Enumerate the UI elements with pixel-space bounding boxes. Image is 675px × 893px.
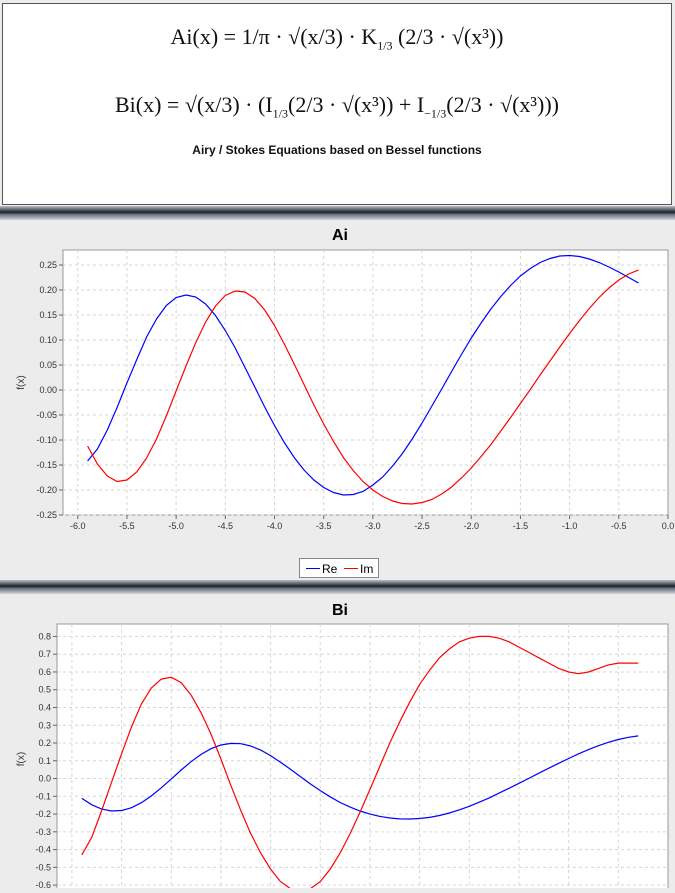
ai-x-tick-label: -6.0 [70, 521, 86, 531]
ai-chart-panel: Ai -6.0 -5.5 -5.0 -4.5 -4.0 -3.5 -3.0 -2.5 -2.0 -1… [0, 219, 675, 581]
bi-y-tick-label: -0.3 [35, 827, 51, 837]
ai-y-tick-label: 0.20 [39, 285, 57, 295]
ai-x-tick-label: -3.0 [365, 521, 381, 531]
ai-x-tick-label: 0.0 [662, 521, 675, 531]
ai-y-tick-label: -0.05 [36, 410, 57, 420]
legend-im-swatch [344, 568, 358, 569]
legend-re-label: Re [322, 562, 338, 576]
ai-x-tick-label: -4.0 [267, 521, 283, 531]
bi-y-tick-label: 0.6 [38, 667, 51, 677]
bi-y-tick-label: 0.3 [38, 720, 51, 730]
ai-y-tick-label: 0.25 [39, 260, 57, 270]
ai-series-im-line [87, 269, 639, 505]
legend-im-label: Im [360, 562, 374, 576]
ai-x-tick-label: -5.0 [168, 521, 184, 531]
ai-legend: Re Im [299, 558, 379, 578]
ai-y-tick-label: 0.10 [39, 335, 57, 345]
ai-y-tick-label: 0.05 [39, 360, 57, 370]
ai-y-tick-label: -0.25 [36, 510, 57, 520]
ai-x-axis-label: x [364, 538, 369, 539]
bi-chart-panel: Bi 0.8 0.7 0.6 0.5 0.4 0.3 0.2 0.1 0.0 -0.1 -0.2 -0.… [0, 594, 675, 893]
bi-y-tick-label: 0.5 [38, 685, 51, 695]
ai-plot-area [62, 249, 669, 516]
window-separator[interactable] [0, 206, 675, 220]
ai-x-tick-label: -1.0 [562, 521, 578, 531]
ai-y-axis-label: f(x) [16, 375, 27, 389]
bi-y-tick-label: 0.2 [38, 738, 51, 748]
bi-chart-title: Bi [332, 602, 348, 619]
formula-caption: Airy / Stokes Equations based on Bessel … [192, 143, 482, 157]
bi-y-tick-label: -0.5 [35, 862, 51, 872]
bi-formula-arg1: (2/3 · √(x³)) + I [288, 92, 425, 117]
bi-formula-lhs: Bi(x) = [114, 92, 180, 117]
ai-x-tick-label: -2.5 [414, 521, 430, 531]
ai-chart-title: Ai [332, 227, 348, 244]
bi-y-tick-label: 0.0 [38, 774, 51, 784]
bi-plot-area [56, 623, 669, 893]
ai-y-tick-label: -0.20 [36, 485, 57, 495]
ai-y-tick-label: 0.00 [39, 385, 57, 395]
bi-y-tick-label: -0.6 [35, 880, 51, 888]
ai-formula: Ai(x) = 1/π · √(x/3) · K1/3 (2/3 · √(x³)… [3, 24, 671, 53]
bi-y-tick-label: 0.1 [38, 756, 51, 766]
ai-x-tick-label: -2.0 [463, 521, 479, 531]
bi-y-axis-label: f(x) [16, 752, 27, 766]
bi-formula-arg2: (2/3 · √(x³))) [446, 92, 560, 117]
bi-y-tick-label: -0.4 [35, 845, 51, 855]
ai-formula-lhs: Ai(x) = [170, 24, 237, 49]
ai-x-tick-label: -0.5 [611, 521, 627, 531]
ai-y-tick-label: -0.10 [36, 435, 57, 445]
ai-y-tick-label: 0.15 [39, 310, 57, 320]
ai-chart-svg: Ai -6.0 -5.5 -5.0 -4.5 -4.0 -3.5 -3.0 -2.5 -2.0 -1… [16, 227, 675, 549]
ai-x-tick-label: -3.5 [316, 521, 332, 531]
ai-x-tick-label: -5.5 [119, 521, 135, 531]
ai-y-tick-label: -0.15 [36, 460, 57, 470]
legend-re-swatch [306, 568, 320, 569]
ai-series-re-line [87, 254, 639, 496]
bi-formula-sub1: 1/3 [272, 106, 288, 121]
bi-y-tick-label: 0.7 [38, 649, 51, 659]
ai-x-tick-label: -4.5 [218, 521, 234, 531]
ai-x-tick-label: -1.5 [513, 521, 529, 531]
bi-y-tick-label: 0.4 [38, 702, 51, 712]
bi-y-tick-label: -0.2 [35, 809, 51, 819]
ai-formula-arg: (2/3 · √(x³)) [398, 24, 504, 49]
bi-formula-sub2: −1/3 [424, 106, 447, 121]
bi-y-tick-label: 0.8 [38, 631, 51, 641]
formula-panel: Ai(x) = 1/π · √(x/3) · K1/3 (2/3 · √(x³)… [2, 3, 672, 205]
window-separator[interactable] [0, 580, 675, 594]
ai-formula-expr: 1/π · √(x/3) · K [241, 24, 378, 49]
bi-formula: Bi(x) = √(x/3) · (I1/3(2/3 · √(x³)) + I−… [3, 92, 671, 121]
bi-formula-expr: √(x/3) · (I [184, 92, 273, 117]
bi-chart-svg: Bi 0.8 0.7 0.6 0.5 0.4 0.3 0.2 0.1 0.0 -0.1 -0.2 -0.… [16, 602, 669, 893]
bi-series-im-line [81, 635, 639, 892]
bi-y-tick-label: -0.1 [35, 791, 51, 801]
ai-formula-sub: 1/3 [377, 38, 393, 53]
